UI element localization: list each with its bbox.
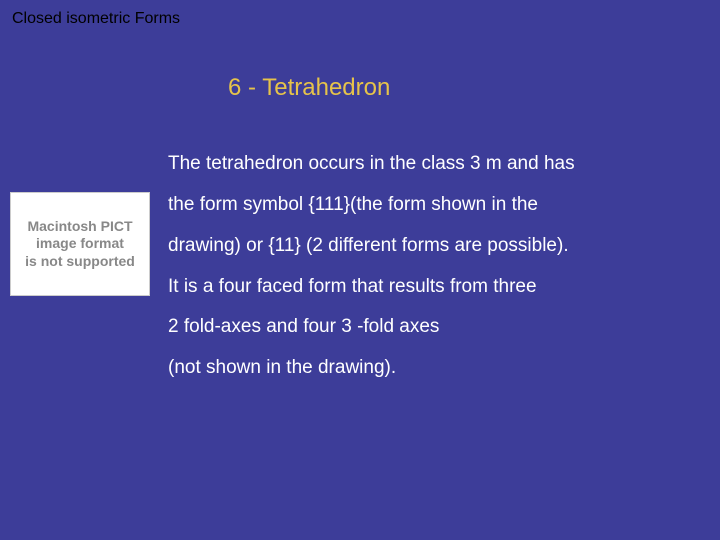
body-line: drawing) or {11} (2 different forms are …: [168, 226, 708, 267]
body-line: It is a four faced form that results fro…: [168, 267, 708, 308]
slide-header: Closed isometric Forms: [12, 10, 180, 28]
image-placeholder-text: Macintosh PICT image format is not suppo…: [21, 214, 139, 275]
placeholder-line: image format: [36, 235, 124, 251]
body-line: (not shown in the drawing).: [168, 348, 708, 389]
image-placeholder: Macintosh PICT image format is not suppo…: [10, 192, 150, 296]
placeholder-line: is not supported: [25, 253, 135, 269]
body-text: The tetrahedron occurs in the class 3 m …: [168, 144, 708, 389]
body-line: The tetrahedron occurs in the class 3 m …: [168, 144, 708, 185]
placeholder-line: Macintosh PICT: [27, 218, 132, 234]
body-line: 2 fold-axes and four 3 -fold axes: [168, 307, 708, 348]
body-line: the form symbol {111}(the form shown in …: [168, 185, 708, 226]
slide-title: 6 - Tetrahedron: [228, 74, 390, 102]
